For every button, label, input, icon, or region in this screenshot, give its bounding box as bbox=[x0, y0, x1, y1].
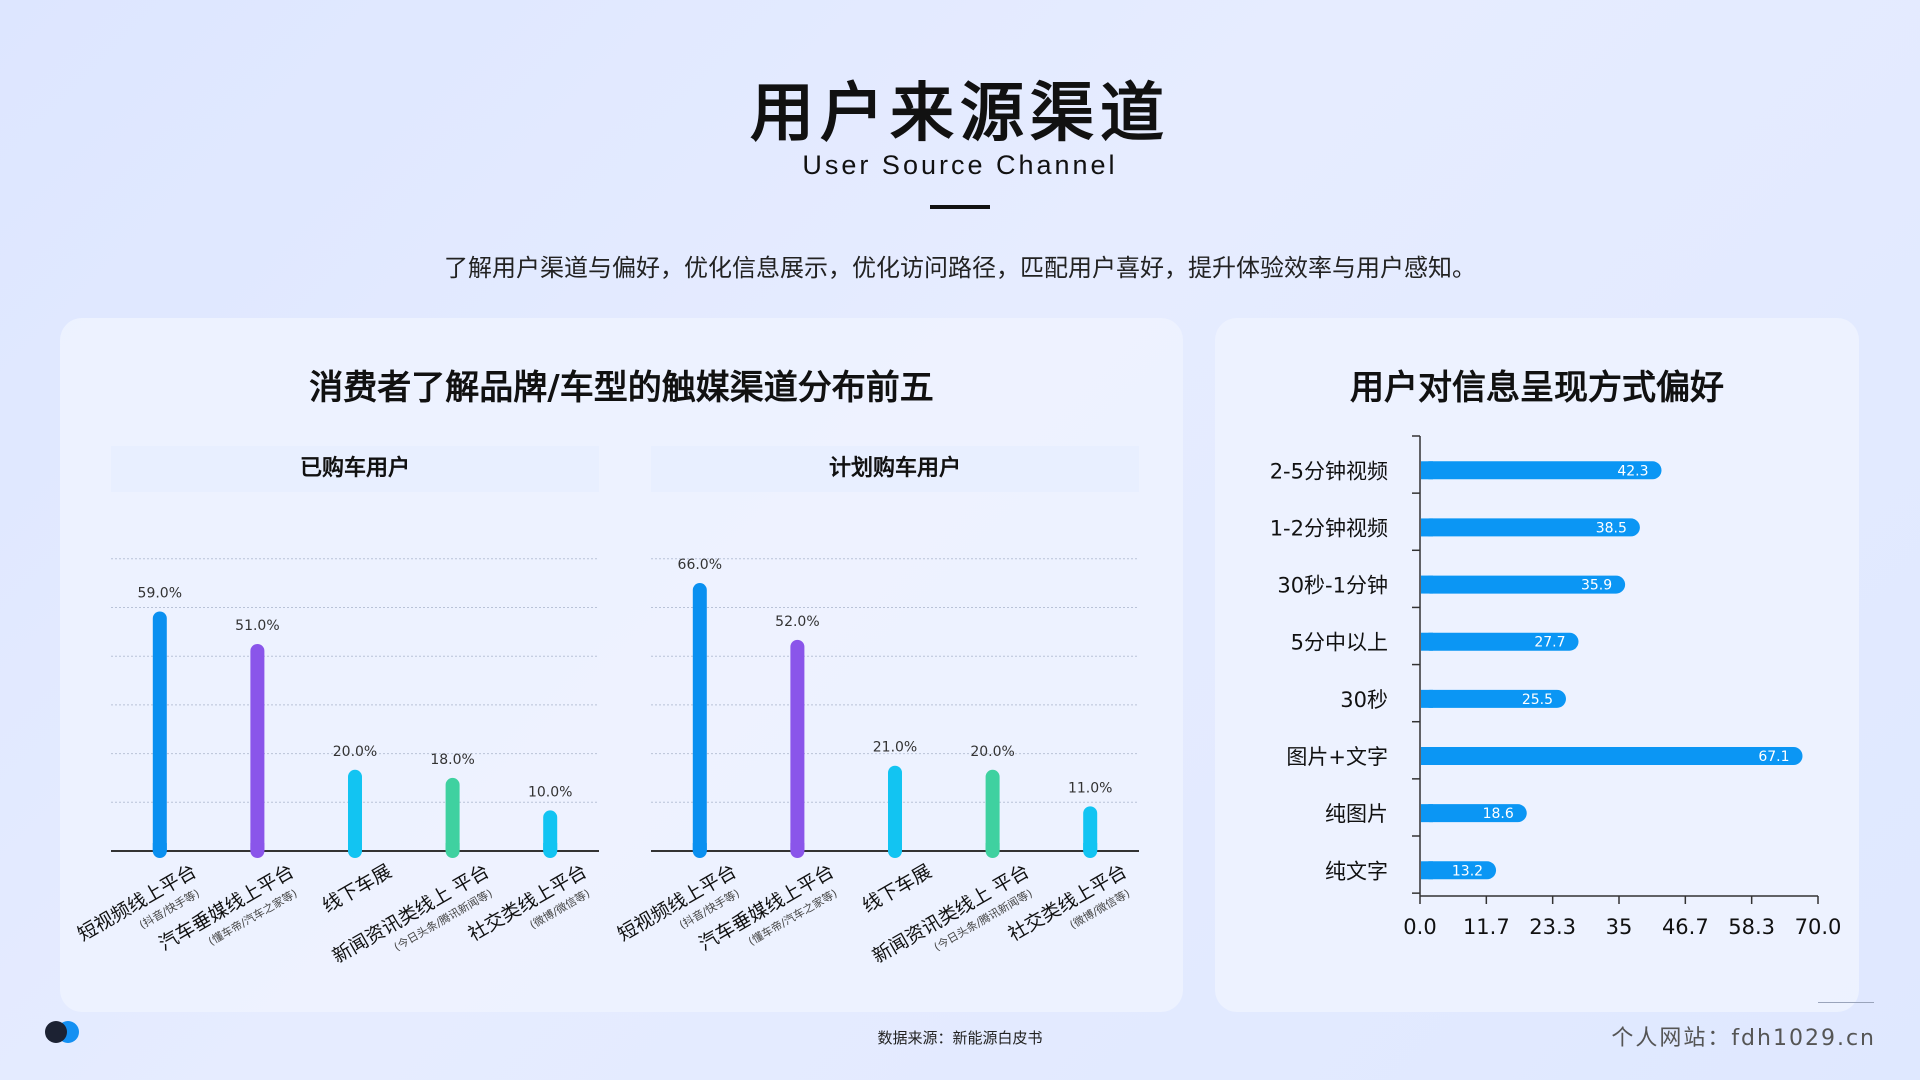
tick-label: 35 bbox=[1606, 915, 1633, 939]
tick-label: 图片+文字 bbox=[1286, 745, 1388, 769]
site-divider bbox=[1818, 1002, 1874, 1003]
hbar-7 bbox=[1421, 861, 1497, 880]
bar-base-0-4 bbox=[543, 843, 558, 851]
tick-label: 1-2分钟视频 bbox=[1270, 516, 1388, 540]
page-description: 了解用户渠道与偏好，优化信息展示，优化访问路径，匹配用户喜好，提升体验效率与用户… bbox=[444, 254, 1476, 282]
category-label-group: 短视频线上平台(抖音/快手等) bbox=[74, 860, 202, 946]
data-label: 20.0% bbox=[970, 744, 1014, 760]
hbar-start-2 bbox=[1421, 575, 1433, 594]
bar-base-1-2 bbox=[888, 843, 902, 851]
data-label: 35.9 bbox=[1581, 578, 1612, 594]
logo-icon bbox=[44, 1021, 88, 1043]
planned-users-header: 计划购车用户 bbox=[651, 446, 1139, 492]
page-title: 用户来源渠道 bbox=[750, 77, 1170, 151]
data-label: 67.1 bbox=[1758, 749, 1789, 765]
personal-site-link[interactable]: 个人网站：fdh1029.cn bbox=[1611, 1026, 1876, 1051]
hbar-start-3 bbox=[1421, 632, 1433, 651]
bar-base-0-2 bbox=[348, 843, 362, 851]
data-label: 13.2 bbox=[1452, 863, 1483, 879]
hbar-4 bbox=[1421, 689, 1566, 708]
bar-base-1-1 bbox=[790, 843, 805, 851]
tick-label: 纯文字 bbox=[1325, 859, 1388, 883]
tick-label: 30秒-1分钟 bbox=[1277, 574, 1388, 598]
tick-label: 11.7 bbox=[1463, 915, 1510, 939]
data-label: 11.0% bbox=[1068, 780, 1112, 796]
hbar-start-6 bbox=[1421, 804, 1433, 823]
tick-label: 纯图片 bbox=[1325, 802, 1388, 826]
bar-base-0-3 bbox=[445, 843, 460, 851]
tick-label: 新闻资讯类线上 平台 bbox=[329, 860, 493, 968]
bar-base-1-0 bbox=[692, 843, 707, 851]
purchased-users-header: 已购车用户 bbox=[111, 446, 599, 492]
hbar-1 bbox=[1421, 518, 1640, 537]
data-label: 21.0% bbox=[873, 740, 917, 756]
hbar-5 bbox=[1421, 747, 1803, 765]
presentation-preference-title: 用户对信息呈现方式偏好 bbox=[1350, 368, 1724, 408]
tick-label: 线下车展 bbox=[319, 860, 396, 917]
tick-label: 46.7 bbox=[1662, 915, 1709, 939]
data-source-note: 数据来源：新能源白皮书 bbox=[877, 1029, 1043, 1047]
category-label-group: 短视频线上平台(抖音/快手等) bbox=[614, 860, 742, 946]
data-label: 59.0% bbox=[138, 585, 182, 601]
hbar-start-0 bbox=[1421, 461, 1433, 480]
hbar-0 bbox=[1421, 461, 1662, 480]
data-label: 51.0% bbox=[235, 618, 279, 634]
tick-label: 58.3 bbox=[1728, 915, 1775, 939]
data-label: 52.0% bbox=[775, 614, 819, 630]
data-label: 18.6 bbox=[1483, 806, 1514, 822]
hbar-start-1 bbox=[1421, 518, 1433, 537]
data-label: 10.0% bbox=[528, 784, 572, 800]
data-label: 42.3 bbox=[1617, 463, 1648, 479]
bar-base-1-4 bbox=[1083, 843, 1098, 851]
tick-label: 新闻资讯类线上 平台 bbox=[869, 860, 1033, 968]
data-label: 66.0% bbox=[678, 557, 722, 573]
hbar-6 bbox=[1421, 804, 1527, 823]
hbar-start-5 bbox=[1421, 747, 1433, 765]
title-divider bbox=[930, 205, 990, 209]
data-label: 25.5 bbox=[1522, 692, 1553, 708]
channel-distribution-card: 消费者了解品牌/车型的触媒渠道分布前五 已购车用户 计划购车用户 bbox=[60, 318, 1183, 1012]
channel-distribution-title: 消费者了解品牌/车型的触媒渠道分布前五 bbox=[309, 368, 934, 408]
hbar-start-7 bbox=[1421, 861, 1433, 880]
hbar-2 bbox=[1421, 575, 1626, 594]
data-label: 20.0% bbox=[333, 744, 377, 760]
data-label: 38.5 bbox=[1596, 520, 1627, 536]
tick-label: 30秒 bbox=[1340, 688, 1388, 712]
data-label: 18.0% bbox=[430, 752, 474, 768]
bar-base-0-1 bbox=[250, 843, 265, 851]
hbar-start-4 bbox=[1421, 689, 1433, 708]
tick-label: 线下车展 bbox=[859, 860, 936, 917]
category-label-group: 线下车展 bbox=[859, 860, 936, 917]
tick-label: 2-5分钟视频 bbox=[1270, 459, 1388, 483]
page-subtitle: User Source Channel bbox=[802, 150, 1118, 180]
bar-base-1-3 bbox=[985, 843, 1000, 851]
data-label: 27.7 bbox=[1534, 635, 1565, 651]
hbar-3 bbox=[1421, 632, 1579, 651]
tick-label: 0.0 bbox=[1403, 915, 1436, 939]
bar-base-0-0 bbox=[152, 843, 167, 851]
tick-label: 5分中以上 bbox=[1291, 631, 1388, 655]
category-label-group: 线下车展 bbox=[319, 860, 396, 917]
tick-label: 70.0 bbox=[1795, 915, 1842, 939]
tick-label: 23.3 bbox=[1529, 915, 1576, 939]
